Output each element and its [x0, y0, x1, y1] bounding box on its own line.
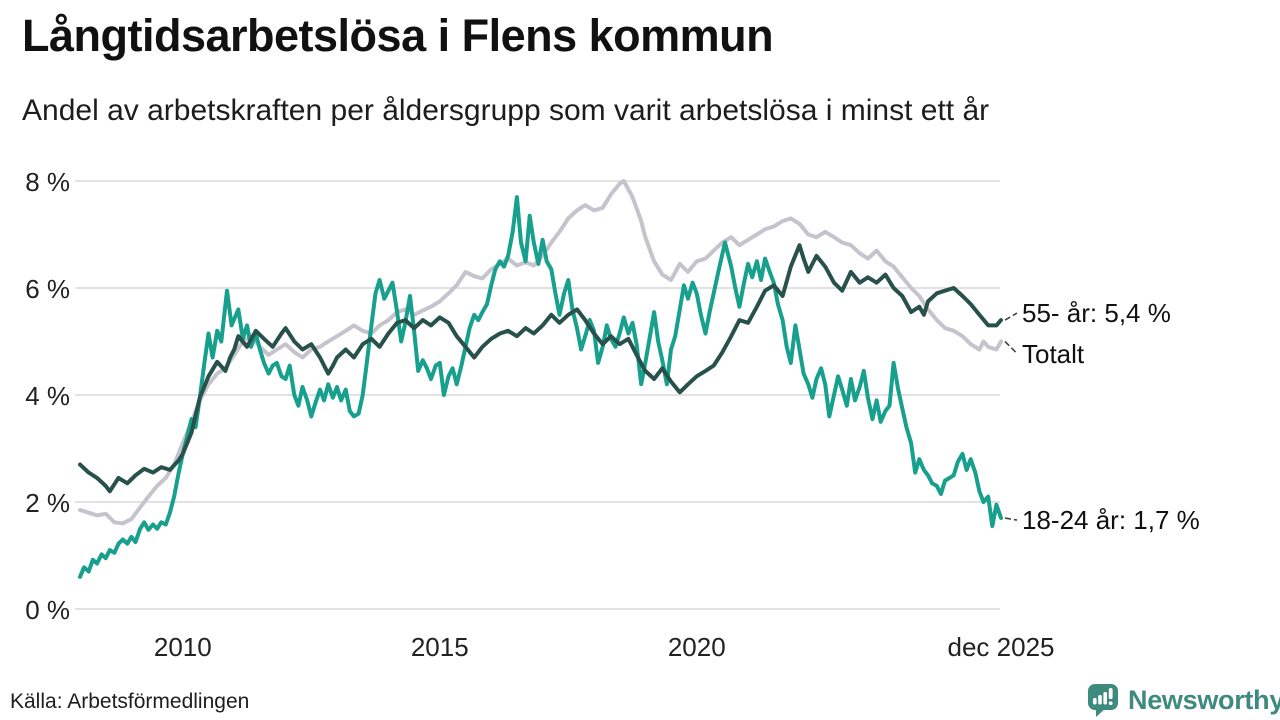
series-line-18-24-år [78, 195, 1003, 579]
annotation-connector [1004, 312, 1018, 321]
series-line-55--år [78, 243, 1003, 494]
newsworthy-wordmark: Newsworthy [1128, 684, 1280, 715]
x-tick-label: 2020 [667, 632, 726, 662]
x-tick-label: 2010 [153, 632, 212, 662]
source-note: Källa: Arbetsförmedlingen [10, 690, 250, 713]
y-tick-label: 4 % [25, 381, 70, 411]
y-tick-label: 0 % [25, 595, 70, 625]
y-tick-label: 2 % [25, 488, 70, 518]
x-tick-label: 2015 [410, 632, 469, 662]
annotation-connector [1004, 340, 1018, 355]
newsworthy-logo: Newsworthy [1085, 682, 1280, 718]
chart-title: Långtidsarbetslösa i Flens kommun [22, 10, 774, 61]
x-tick-label: dec 2025 [947, 632, 1055, 662]
annotation-connector [1004, 517, 1018, 521]
series-end-label-18-24: 18-24 år: 1,7 % [1022, 505, 1200, 536]
y-tick-label: 6 % [25, 274, 70, 304]
series-end-label-55plus: 55- år: 5,4 % [1022, 298, 1171, 329]
series-end-label-totalt: Totalt [1022, 338, 1085, 369]
series-line-totalt [78, 179, 1003, 526]
y-tick-label: 8 % [25, 167, 70, 197]
newsworthy-chart-bubble-icon [1088, 684, 1118, 717]
chart-subtitle: Andel av arbetskraften per åldersgrupp s… [22, 94, 990, 127]
